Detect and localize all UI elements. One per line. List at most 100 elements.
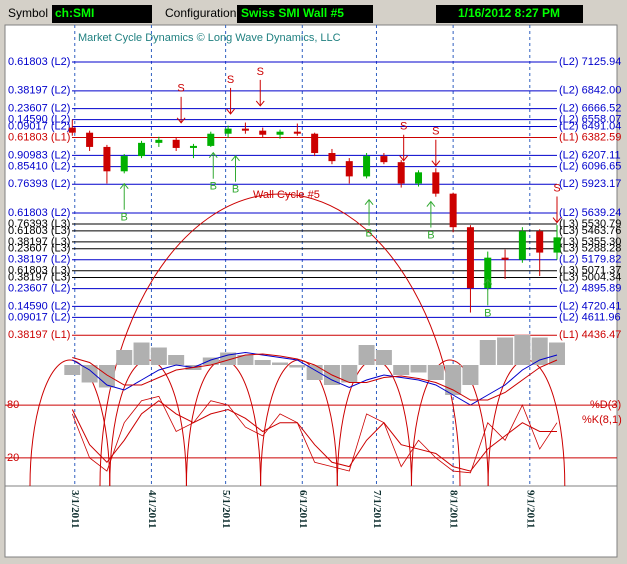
signal-arrowhead [426,200,436,207]
signal-arrowhead [119,182,129,190]
macd-bar [202,357,219,365]
candle-body [345,161,353,177]
macd-bar [341,365,358,383]
wall-cycle-label: Wall Cycle #5 [253,189,320,201]
cycle-arc [410,359,489,487]
level-value-label: (L3) 5355.30 [559,236,621,248]
level-value-label: (L2) 6842.00 [559,85,621,97]
level-ratio-label: 0.90983 (L2) [8,149,70,161]
level-value-label: (L2) 6558.07 [559,114,621,126]
macd-bar [479,340,496,365]
x-tick-label: 9/1/2011 [524,490,536,529]
candle-body [311,133,319,154]
macd-signal [72,353,558,401]
config-box[interactable] [237,5,373,23]
cycle-arc [29,359,111,487]
x-tick-label: 4/1/2011 [146,490,158,529]
level-value-label: (L1) 4436.47 [559,329,621,341]
symbol-box[interactable] [52,5,152,23]
candle-body [241,128,249,131]
x-tick-label: 7/1/2011 [371,490,383,529]
stoch-tick-label: 80 [7,399,19,411]
level-ratio-label: 0.61803 (L1) [8,131,70,143]
config-value[interactable]: Swiss SMI Wall #5 [241,6,344,20]
level-value-label: (L2) 7125.94 [559,56,621,68]
macd-line [72,351,558,406]
signal-arrowhead [552,217,562,224]
macd-bar [445,365,462,395]
macd-bar [497,337,514,365]
level-value-label: (L2) 6491.04 [559,120,621,132]
macd-bar [116,350,133,365]
signal-arrowhead [231,154,240,162]
level-value-label: (L2) 5179.82 [559,254,621,266]
level-ratio-label: 0.38197 (L3) [8,271,70,283]
symbol-label: Symbol [8,6,48,20]
signal-label: S [257,66,264,78]
candle-body [189,145,197,148]
macd-bar [150,347,167,365]
level-value-label: (L3) 5004.34 [559,271,621,283]
signal-label: S [400,121,407,133]
macd-bar [272,362,289,365]
signal-arrowhead [364,198,374,205]
datetime: 1/16/2012 8:27 PM [458,6,560,20]
macd-bar [358,345,375,365]
stoch-tick-label: 20 [7,452,19,464]
datetime-box [436,5,583,23]
x-tick-label: 6/1/2011 [297,490,309,529]
level-ratio-label: 0.61803 (L3) [8,265,70,277]
level-ratio-label: 0.76393 (L2) [8,178,70,190]
level-ratio-label: 0.23607 (L2) [8,282,70,294]
level-value-label: (L3) 5463.76 [559,225,621,237]
stoch-d [71,400,557,472]
candle-body [328,153,336,162]
symbol-value[interactable]: ch:SMI [55,6,94,20]
signal-label: B [210,181,217,193]
signal-label: B [484,307,491,319]
candle-body [484,257,492,289]
candle-body [172,139,180,148]
candle-body [536,231,544,253]
level-value-label: (L2) 6666.52 [559,103,621,115]
stoch-k-label: %K(8,1) [582,414,622,426]
level-value-label: (L2) 6096.65 [559,160,621,172]
signal-arrowhead [176,117,186,124]
level-ratio-label: 0.61803 (L2) [8,56,70,68]
candle-body [103,146,111,172]
level-ratio-label: 0.14590 (L2) [8,114,70,126]
macd-bar [462,365,479,385]
config-label: Configuration [165,6,236,20]
macd-bar [81,365,98,383]
level-ratio-label: 0.76393 (L3) [8,218,70,230]
level-ratio-label: 0.09017 (L2) [8,120,70,132]
candle-body [501,257,509,260]
x-tick-label: 8/1/2011 [448,490,460,529]
signal-label: B [232,184,239,196]
level-value-label: (L2) 5923.17 [559,178,621,190]
level-value-label: (L3) 5530.79 [559,218,621,230]
level-value-label: (L1) 6382.59 [559,131,621,143]
signal-label: S [553,182,560,194]
stoch-k [71,395,558,474]
level-ratio-label: 0.61803 (L2) [8,207,70,219]
candle-body [155,139,163,143]
signal-arrowhead [399,155,409,162]
candle-body [276,131,284,135]
macd-bar [133,342,150,365]
level-value-label: (L2) 4895.89 [559,282,621,294]
macd-bar [289,365,306,368]
level-ratio-label: 0.38197 (L2) [8,254,70,266]
macd-bar [306,365,323,380]
macd-bar [64,365,81,375]
level-value-label: (L2) 4720.41 [559,300,621,312]
candle-body [415,172,423,184]
x-tick-label: 5/1/2011 [220,490,232,529]
level-ratio-label: 0.09017 (L2) [8,311,70,323]
signal-arrowhead [483,278,493,285]
macd-bar [393,365,410,375]
level-ratio-label: 0.14590 (L2) [8,300,70,312]
macd-bar [98,365,115,388]
